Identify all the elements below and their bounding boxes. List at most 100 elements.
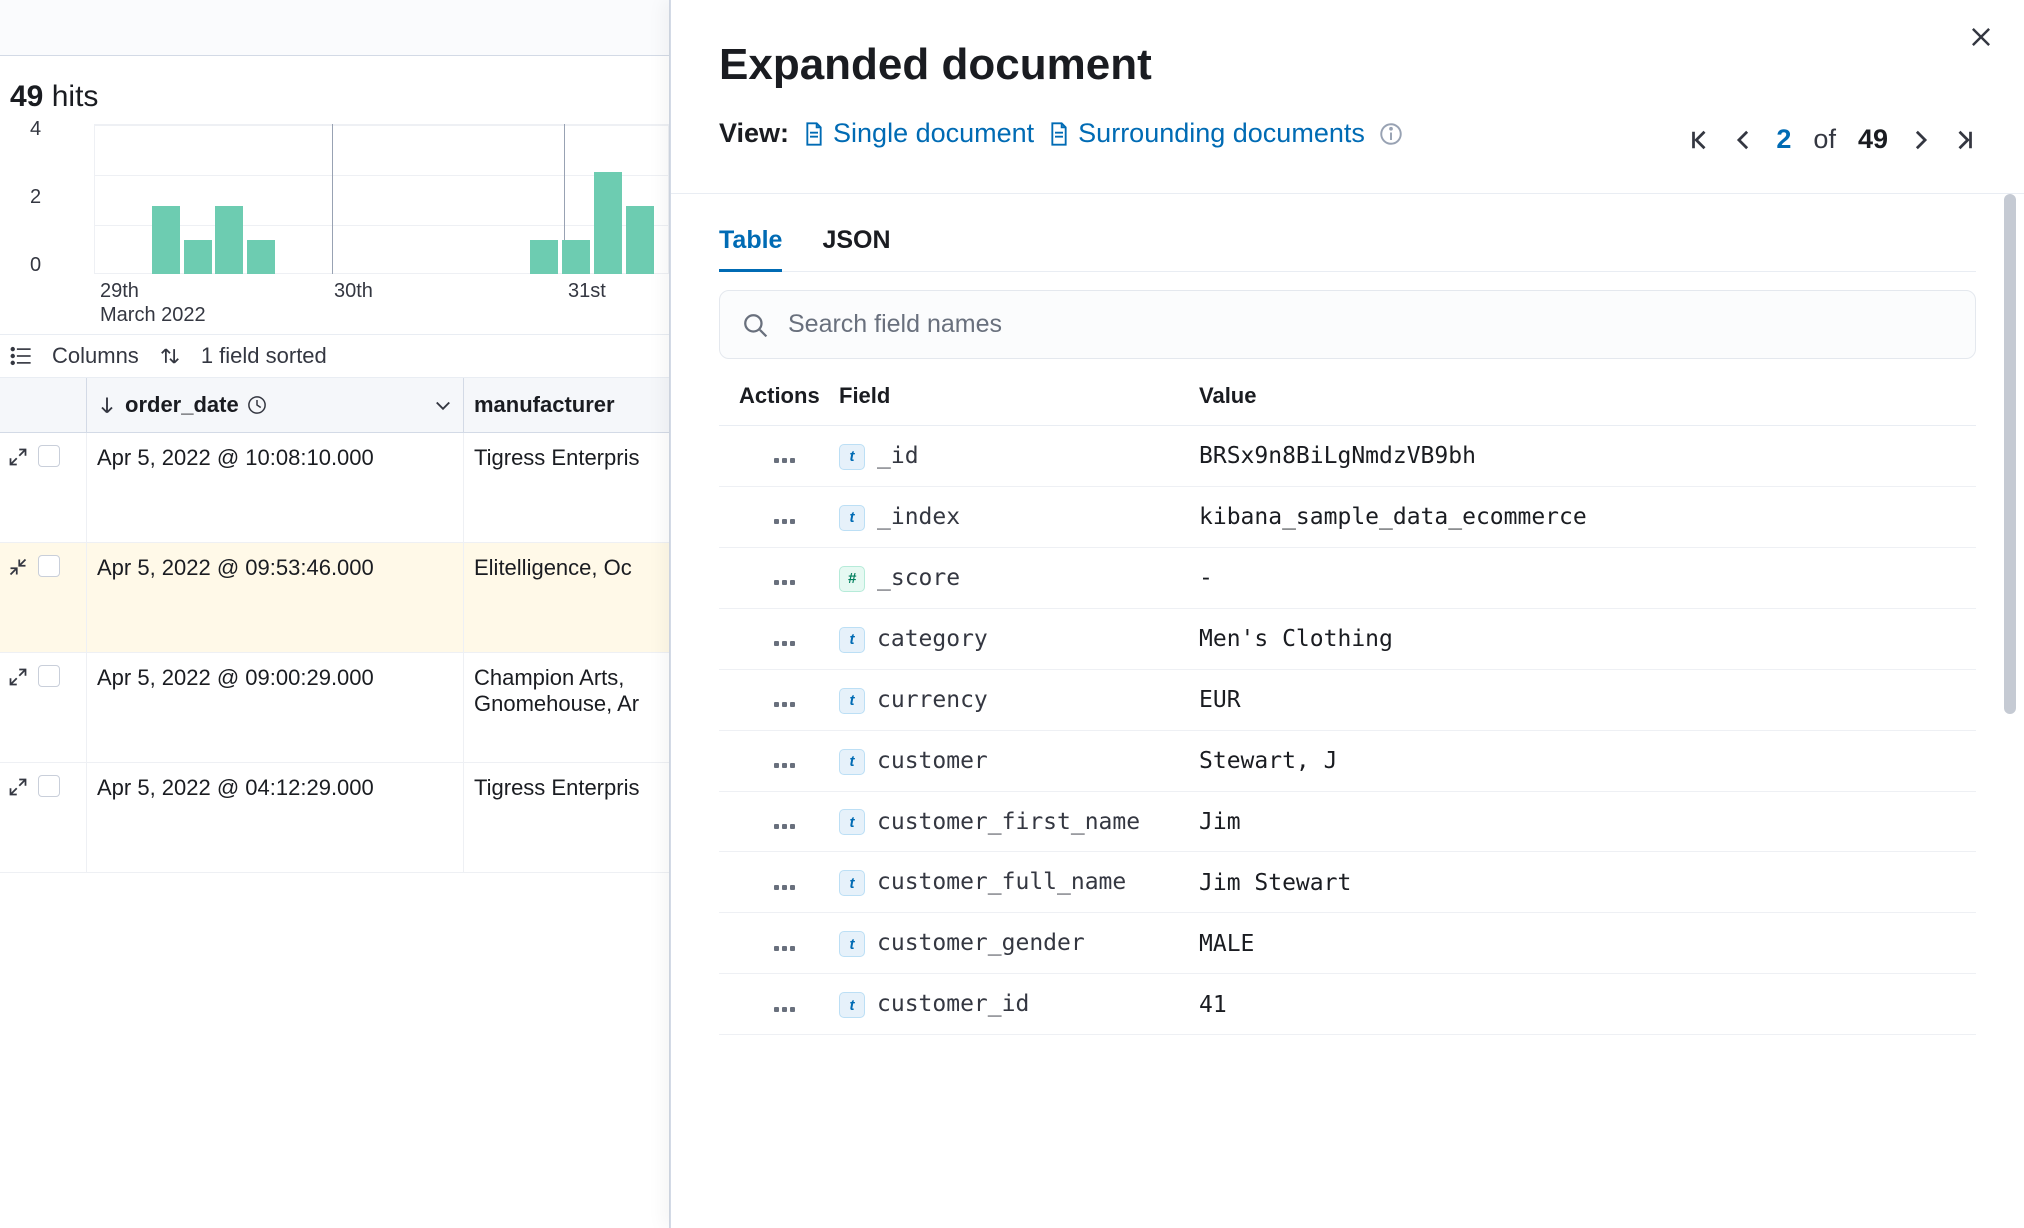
chevron-down-icon[interactable]: [433, 395, 453, 415]
row-controls: [0, 653, 86, 762]
dots-icon: [774, 824, 795, 829]
chart-ytick: 0: [30, 254, 41, 277]
field-name-cell: t_id: [839, 426, 1199, 487]
field-actions[interactable]: [719, 791, 839, 852]
chart-bar: [594, 172, 622, 274]
field-value-cell: Stewart, J: [1199, 730, 1976, 791]
last-page-button[interactable]: [1954, 129, 1976, 151]
chart-separator: [332, 124, 333, 274]
field-name: customer_full_name: [877, 869, 1126, 895]
expand-icon[interactable]: [8, 777, 28, 797]
col-order-date-label: order_date: [125, 392, 239, 418]
sort-button[interactable]: 1 field sorted: [201, 343, 327, 369]
tab-json[interactable]: JSON: [822, 218, 890, 271]
field-value-cell: EUR: [1199, 669, 1976, 730]
surrounding-documents-label: Surrounding documents: [1078, 118, 1365, 149]
field-name-cell: tcurrency: [839, 669, 1199, 730]
surrounding-documents-link[interactable]: Surrounding documents: [1048, 118, 1365, 149]
th-value: Value: [1199, 367, 1976, 426]
dots-icon: [774, 702, 795, 707]
field-name: customer_id: [877, 991, 1029, 1017]
field-actions[interactable]: [719, 730, 839, 791]
table-row[interactable]: Apr 5, 2022 @ 04:12:29.000Tigress Enterp…: [0, 763, 669, 873]
dots-icon: [774, 946, 795, 951]
grid-toolbar: Columns 1 field sorted: [0, 334, 669, 378]
field-actions[interactable]: [719, 974, 839, 1035]
row-checkbox[interactable]: [38, 775, 60, 797]
cell-manufacturer: Elitelligence, Oc: [464, 543, 669, 652]
row-controls: [0, 433, 86, 542]
dots-icon: [774, 580, 795, 585]
pager-total: 49: [1858, 124, 1888, 155]
table-row[interactable]: Apr 5, 2022 @ 10:08:10.000Tigress Enterp…: [0, 433, 669, 543]
field-actions[interactable]: [719, 486, 839, 547]
hits-label: hits: [52, 80, 99, 113]
collapse-icon[interactable]: [8, 557, 28, 577]
info-icon[interactable]: [1379, 122, 1403, 146]
field-actions[interactable]: [719, 669, 839, 730]
row-checkbox[interactable]: [38, 445, 60, 467]
scrollbar[interactable]: [2004, 194, 2016, 714]
field-value: Jim Stewart: [1199, 870, 1351, 896]
field-search[interactable]: [719, 290, 1976, 359]
list-icon: [10, 345, 32, 367]
prev-page-button[interactable]: [1732, 129, 1754, 151]
field-name-cell: tcustomer_gender: [839, 913, 1199, 974]
field-value-cell: MALE: [1199, 913, 1976, 974]
dots-icon: [774, 763, 795, 768]
cell-order-date: Apr 5, 2022 @ 09:53:46.000: [86, 543, 464, 652]
field-name: _index: [877, 504, 960, 530]
col-order-date[interactable]: order_date: [86, 378, 464, 432]
field-value: BRSx9n8BiLgNmdzVB9bh: [1199, 443, 1476, 469]
field-type-badge: #: [839, 566, 865, 592]
field-name-cell: tcustomer_full_name: [839, 852, 1199, 913]
row-checkbox[interactable]: [38, 555, 60, 577]
doc-pager: 2 of 49: [1688, 124, 1976, 155]
chart-ytick: 2: [30, 186, 41, 209]
expand-icon[interactable]: [8, 667, 28, 687]
field-type-badge: t: [839, 505, 865, 531]
field-value-cell: Jim Stewart: [1199, 852, 1976, 913]
first-page-button[interactable]: [1688, 129, 1710, 151]
field-name: _score: [877, 565, 960, 591]
chart-xtick: 29th: [100, 280, 139, 303]
pager-current: 2: [1776, 124, 1791, 155]
field-actions[interactable]: [719, 426, 839, 487]
hits-count: 49: [10, 80, 43, 113]
columns-button[interactable]: Columns: [52, 343, 139, 369]
table-row[interactable]: Apr 5, 2022 @ 09:53:46.000Elitelligence,…: [0, 543, 669, 653]
dg-controls-col: [0, 378, 86, 432]
field-actions[interactable]: [719, 547, 839, 608]
sort-icon: [159, 345, 181, 367]
field-actions[interactable]: [719, 852, 839, 913]
next-page-button[interactable]: [1910, 129, 1932, 151]
field-name-cell: tcustomer: [839, 730, 1199, 791]
cell-manufacturer: Tigress Enterpris: [464, 763, 669, 872]
table-row[interactable]: Apr 5, 2022 @ 09:00:29.000Champion Arts,…: [0, 653, 669, 763]
col-manufacturer[interactable]: manufacturer: [464, 378, 669, 432]
field-row: tcustomer_genderMALE: [719, 913, 1976, 974]
field-actions[interactable]: [719, 608, 839, 669]
field-name-cell: # _score: [839, 547, 1199, 608]
field-type-badge: t: [839, 809, 865, 835]
dots-icon: [774, 885, 795, 890]
hits-count-text: 49 hits: [10, 80, 669, 114]
tab-table[interactable]: Table: [719, 218, 782, 272]
document-flyout: Expanded document View: Single document …: [670, 0, 2024, 1228]
field-name-cell: tcustomer_id: [839, 974, 1199, 1035]
field-type-badge: t: [839, 688, 865, 714]
field-value: Jim: [1199, 809, 1241, 835]
discover-panel: 49 hits 4 2 0 29th 30th 31st March 2022 …: [0, 0, 670, 1228]
chart-xtick: 30th: [334, 280, 373, 303]
single-document-link[interactable]: Single document: [803, 118, 1034, 149]
th-field: Field: [839, 367, 1199, 426]
field-row: t _index kibana_sample_data_ecommerce: [719, 486, 1976, 547]
search-icon: [742, 312, 768, 338]
field-value: kibana_sample_data_ecommerce: [1199, 504, 1587, 530]
field-value: Stewart, J: [1199, 748, 1337, 774]
row-checkbox[interactable]: [38, 665, 60, 687]
field-search-input[interactable]: [786, 309, 1953, 340]
expand-icon[interactable]: [8, 447, 28, 467]
field-actions[interactable]: [719, 913, 839, 974]
field-name-cell: t _index: [839, 486, 1199, 547]
